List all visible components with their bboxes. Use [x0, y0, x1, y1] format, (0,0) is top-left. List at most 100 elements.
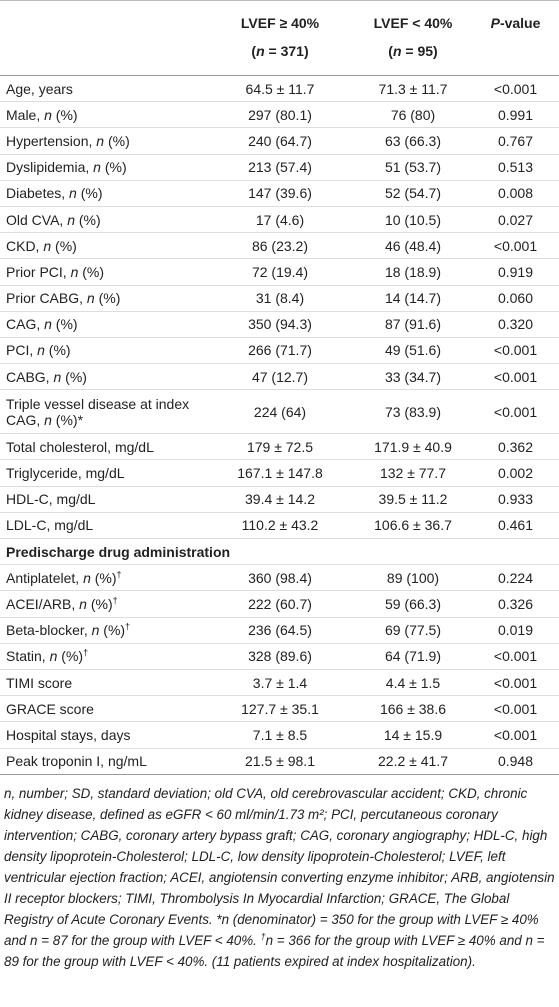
p-value: <0.001 [493, 700, 538, 717]
row-label: Male, n (%) [6, 106, 78, 123]
row-label: TIMI score [6, 674, 73, 691]
table-row: Antiplatelet, n (%)† 360 (98.4) 89 (100) 0.… [0, 565, 559, 591]
row-label: Statin, n (%)† [6, 647, 89, 665]
p-value: 0.060 [497, 290, 534, 307]
column-label: LVEF ≥ 40% [240, 15, 320, 31]
table-row: Dyslipidemia, n (%) 213 (57.4) 51 (53.7) 0.… [0, 154, 559, 181]
row-label: Age, years [6, 80, 73, 97]
value-cell: 297 (80.1) [248, 106, 312, 123]
p-value: 0.948 [497, 753, 534, 770]
table-row: CABG, n (%) 47 (12.7) 33 (34.7) <0.001 [0, 364, 559, 390]
table-row: Beta-blocker, n (%)† 236 (64.5) 69 (77.5) 0… [0, 617, 559, 644]
p-value: <0.001 [493, 342, 538, 359]
value-cell: 147 (39.6) [248, 185, 312, 202]
table-row: GRACE score 127.7 ± 35.1 166 ± 38.6 <0.001 [0, 696, 559, 722]
table-row: PCI, n (%) 266 (71.7) 49 (51.6) <0.001 [0, 337, 559, 364]
value-cell: 33 (34.7) [384, 368, 442, 385]
value-cell: 64 (71.9) [384, 648, 442, 665]
value-cell: 46 (48.4) [384, 237, 442, 254]
row-label: Antiplatelet, n (%)† [6, 569, 122, 586]
p-value: 0.027 [497, 211, 534, 228]
table-row: Hypertension, n (%) 240 (64.7) 63 (66.3) 0.… [0, 128, 559, 155]
value-cell: 179 ± 72.5 [246, 438, 314, 455]
table-header: LVEF ≥ 40% LVEF < 40% P-value (n = 371) … [0, 0, 559, 76]
p-value: 0.019 [497, 622, 534, 639]
row-label: GRACE score [6, 700, 94, 717]
header-cell [0, 1, 206, 38]
p-value: <0.001 [493, 648, 538, 665]
row-label: HDL-C, mg/dL [6, 491, 96, 508]
row-label: PCI, n (%) [6, 342, 71, 359]
table-row: Old CVA, n (%) 17 (4.6) 10 (10.5) 0.027 [0, 206, 559, 233]
row-label: LDL-C, mg/dL [6, 517, 94, 534]
table-row: Age, years 64.5 ± 11.7 71.3 ± 11.7 <0.001 [0, 76, 559, 102]
p-value: <0.001 [493, 80, 538, 97]
row-label: Dyslipidemia, n (%) [6, 159, 127, 176]
value-cell: 89 (100) [386, 569, 440, 586]
value-cell: 31 (8.4) [255, 290, 305, 307]
data-table: LVEF ≥ 40% LVEF < 40% P-value (n = 371) … [0, 0, 559, 775]
p-value: 0.513 [497, 159, 534, 176]
value-cell: 360 (98.4) [248, 569, 312, 586]
value-cell: 72 (19.4) [251, 263, 309, 280]
row-label: Beta-blocker, n (%)† [6, 621, 131, 639]
header-cell [472, 37, 559, 76]
row-label: Triple vessel disease at index CAG, n (%… [6, 395, 190, 428]
value-cell: 17 (4.6) [255, 211, 305, 228]
value-cell: 59 (66.3) [384, 595, 442, 612]
p-value: <0.001 [493, 237, 538, 254]
table-body: Age, years 64.5 ± 11.7 71.3 ± 11.7 <0.001 Ma… [0, 76, 559, 775]
table-row: Total cholesterol, mg/dL 179 ± 72.5 171.9 … [0, 434, 559, 460]
value-cell: 132 ± 77.7 [379, 465, 447, 482]
value-cell: 49 (51.6) [384, 342, 442, 359]
p-value: <0.001 [493, 674, 538, 691]
p-value: 0.320 [497, 316, 534, 333]
column-count: (n = 95) [388, 43, 438, 59]
value-cell: 14 ± 15.9 [383, 726, 443, 743]
value-cell: 71.3 ± 11.7 [378, 80, 448, 97]
row-label: Prior PCI, n (%) [6, 263, 105, 280]
table-row: Peak troponin I, ng/mL 21.5 ± 98.1 22.2 ± … [0, 748, 559, 775]
table-row: ACEI/ARB, n (%)† 222 (60.7) 59 (66.3) 0.326 [0, 591, 559, 618]
row-label: Old CVA, n (%) [6, 211, 101, 228]
row-label: CABG, n (%) [6, 368, 87, 385]
footnote: n, number; SD, standard deviation; old C… [4, 785, 555, 969]
p-value: 0.991 [497, 106, 534, 123]
p-value: 0.461 [497, 517, 534, 534]
row-label: Prior CABG, n (%) [6, 290, 121, 307]
value-cell: 14 (14.7) [384, 290, 442, 307]
table-row: HDL-C, mg/dL 39.4 ± 14.2 39.5 ± 11.2 0.933 [0, 486, 559, 513]
value-cell: 127.7 ± 35.1 [241, 700, 319, 717]
value-cell: 3.7 ± 1.4 [252, 674, 308, 691]
value-cell: 39.5 ± 11.2 [378, 491, 448, 508]
value-cell: 47 (12.7) [251, 368, 309, 385]
p-value: 0.008 [497, 185, 534, 202]
value-cell: 10 (10.5) [384, 211, 442, 228]
p-value: 0.933 [497, 491, 534, 508]
row-label: Peak troponin I, ng/mL [6, 753, 147, 770]
pvalue-label: P-value [490, 15, 541, 31]
table-row: CAG, n (%) 350 (94.3) 87 (91.6) 0.320 [0, 311, 559, 338]
header-cell [0, 37, 206, 76]
value-cell: 213 (57.4) [248, 159, 312, 176]
value-cell: 76 (80) [390, 106, 436, 123]
table-row: Prior PCI, n (%) 72 (19.4) 18 (18.9) 0.919 [0, 259, 559, 285]
row-label: Diabetes, n (%) [6, 185, 103, 202]
column-count: (n = 371) [251, 43, 309, 59]
p-value: <0.001 [493, 403, 538, 420]
value-cell: 236 (64.5) [248, 622, 312, 639]
p-value: 0.326 [497, 595, 534, 612]
value-cell: 240 (64.7) [248, 132, 312, 149]
table-row: Triglyceride, mg/dL 167.1 ± 147.8 132 ± 77… [0, 460, 559, 487]
table-row: Triple vessel disease at index CAG, n (%… [0, 390, 559, 434]
table-row: Male, n (%) 297 (80.1) 76 (80) 0.991 [0, 102, 559, 128]
table-row: CKD, n (%) 86 (23.2) 46 (48.4) <0.001 [0, 233, 559, 259]
row-label: CKD, n (%) [6, 237, 77, 254]
value-cell: 110.2 ± 43.2 [241, 517, 319, 534]
p-value: 0.767 [497, 132, 534, 149]
value-cell: 22.2 ± 41.7 [378, 753, 448, 770]
value-cell: 86 (23.2) [251, 237, 309, 254]
header-row: LVEF ≥ 40% LVEF < 40% P-value [0, 1, 559, 38]
value-cell: 328 (89.6) [248, 648, 312, 665]
